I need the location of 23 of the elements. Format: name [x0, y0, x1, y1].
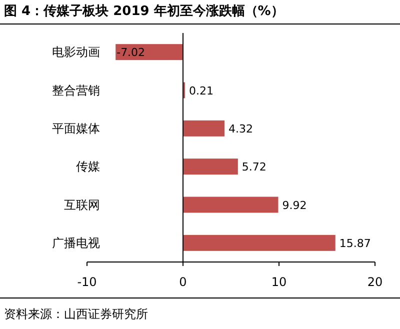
chart-title: 图 4：传媒子板块 2019 年初至今涨跌幅（%）	[4, 3, 284, 19]
bar	[183, 120, 224, 136]
data-label: 9.92	[282, 198, 307, 212]
data-label: 4.32	[228, 122, 253, 136]
y-tick-label: 广播电视	[52, 236, 100, 250]
y-tick-label: 平面媒体	[52, 121, 100, 136]
x-tick-label: 20	[367, 275, 383, 289]
y-tick-label: 整合营销	[52, 83, 100, 98]
bar	[116, 44, 183, 60]
data-label: -7.02	[116, 46, 146, 60]
y-tick-label: 传媒	[76, 160, 100, 174]
data-label: 0.21	[189, 84, 214, 98]
x-tick-label: -10	[77, 275, 97, 289]
text: 资料来源：山西证券研究所	[4, 307, 148, 321]
x-tick-label: 10	[271, 275, 287, 289]
y-tick-label: 电影动画	[52, 45, 100, 60]
x-tick-label: 0	[179, 275, 187, 289]
y-tick-label: 互联网	[64, 198, 100, 212]
data-label: 15.87	[339, 236, 371, 250]
data-label: 5.72	[242, 160, 266, 174]
bar	[183, 158, 238, 175]
bar	[183, 234, 336, 251]
bar	[183, 196, 278, 213]
